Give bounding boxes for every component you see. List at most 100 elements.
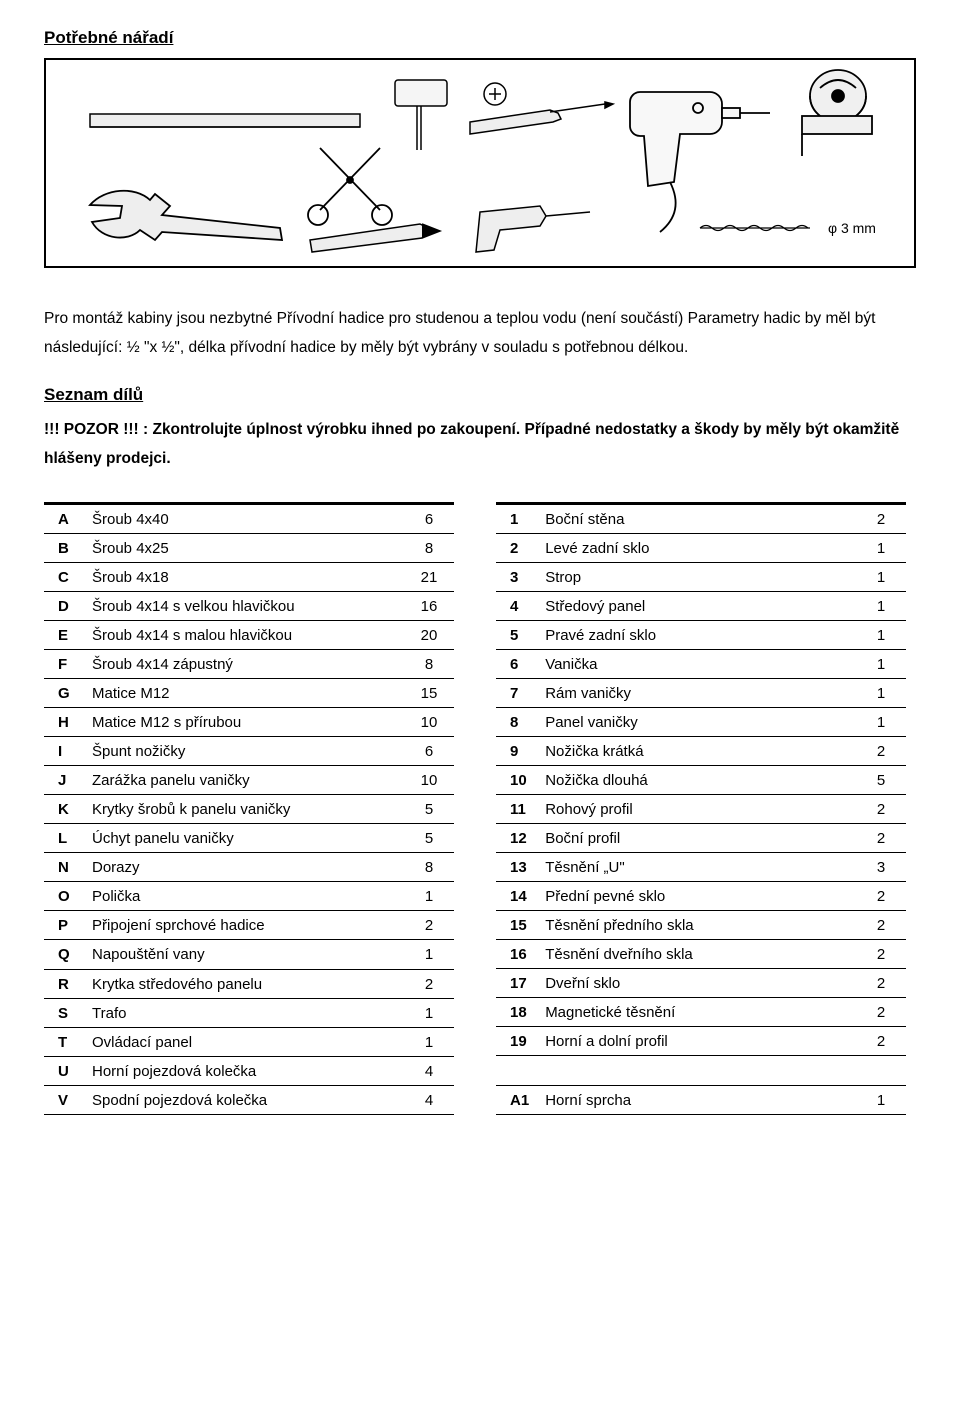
table-row: 19Horní a dolní profil2 <box>496 1026 906 1055</box>
parts-table-right: 1Boční stěna22Levé zadní sklo13Strop14St… <box>496 502 906 1115</box>
part-id: D <box>44 591 84 620</box>
part-qty: 5 <box>856 765 906 794</box>
part-name: Šroub 4x14 s velkou hlavičkou <box>84 591 404 620</box>
part-name: Matice M12 s přírubou <box>84 708 404 737</box>
table-row: RKrytka středového panelu2 <box>44 969 454 998</box>
parts-table-left: AŠroub 4x406BŠroub 4x258CŠroub 4x1821DŠr… <box>44 502 454 1115</box>
part-id: P <box>44 911 84 940</box>
part-qty: 2 <box>856 910 906 939</box>
part-qty: 1 <box>856 533 906 562</box>
part-qty: 2 <box>856 794 906 823</box>
table-row: FŠroub 4x14 zápustný8 <box>44 649 454 678</box>
table-row: KKrytky šrobů k panelu vaničky5 <box>44 795 454 824</box>
part-id: 13 <box>496 852 537 881</box>
part-id: Q <box>44 940 84 969</box>
part-name: Rohový profil <box>537 794 856 823</box>
part-id: 1 <box>496 503 537 533</box>
part-id: E <box>44 620 84 649</box>
part-qty: 1 <box>856 620 906 649</box>
part-qty: 1 <box>856 1085 906 1114</box>
part-name: Šroub 4x14 s malou hlavičkou <box>84 620 404 649</box>
table-row: 7Rám vaničky1 <box>496 678 906 707</box>
part-name: Napouštění vany <box>84 940 404 969</box>
part-qty: 2 <box>856 881 906 910</box>
part-id: A <box>44 503 84 533</box>
table-row: 4Středový panel1 <box>496 591 906 620</box>
table-row: BŠroub 4x258 <box>44 533 454 562</box>
part-name: Nožička dlouhá <box>537 765 856 794</box>
part-id: 12 <box>496 823 537 852</box>
part-qty: 2 <box>856 968 906 997</box>
table-row: 12Boční profil2 <box>496 823 906 852</box>
part-id: H <box>44 708 84 737</box>
part-qty: 1 <box>856 678 906 707</box>
table-row: 1Boční stěna2 <box>496 503 906 533</box>
part-qty: 6 <box>404 503 454 533</box>
table-row: 16Těsnění dveřního skla2 <box>496 939 906 968</box>
part-name: Polička <box>84 882 404 911</box>
part-name: Horní a dolní profil <box>537 1026 856 1055</box>
table-row: STrafo1 <box>44 998 454 1027</box>
part-qty: 2 <box>856 939 906 968</box>
part-qty: 1 <box>856 562 906 591</box>
part-qty: 1 <box>404 940 454 969</box>
parts-tables: AŠroub 4x406BŠroub 4x258CŠroub 4x1821DŠr… <box>44 502 916 1115</box>
tools-diagram: φ 3 mm <box>44 58 916 268</box>
part-qty: 2 <box>856 823 906 852</box>
part-id: 2 <box>496 533 537 562</box>
part-id: B <box>44 533 84 562</box>
part-id: R <box>44 969 84 998</box>
part-name: Těsnění předního skla <box>537 910 856 939</box>
part-name: Špunt nožičky <box>84 737 404 766</box>
part-name: Matice M12 <box>84 679 404 708</box>
table-row: UHorní pojezdová kolečka4 <box>44 1056 454 1085</box>
table-row: TOvládací panel1 <box>44 1027 454 1056</box>
part-id: 7 <box>496 678 537 707</box>
part-id: 8 <box>496 707 537 736</box>
part-name: Těsnění „U" <box>537 852 856 881</box>
part-name: Trafo <box>84 998 404 1027</box>
part-name: Levé zadní sklo <box>537 533 856 562</box>
part-name: Dveřní sklo <box>537 968 856 997</box>
table-row: 11Rohový profil2 <box>496 794 906 823</box>
part-qty: 6 <box>404 737 454 766</box>
part-qty: 4 <box>404 1085 454 1114</box>
part-qty: 2 <box>856 1026 906 1055</box>
table-row: 17Dveřní sklo2 <box>496 968 906 997</box>
table-row: OPolička1 <box>44 882 454 911</box>
part-name: Ovládací panel <box>84 1027 404 1056</box>
table-row: 10Nožička dlouhá5 <box>496 765 906 794</box>
part-qty: 21 <box>404 562 454 591</box>
part-qty: 2 <box>404 911 454 940</box>
part-id: 4 <box>496 591 537 620</box>
part-qty: 1 <box>856 591 906 620</box>
part-id: A1 <box>496 1085 537 1114</box>
part-qty: 5 <box>404 795 454 824</box>
part-qty: 1 <box>404 998 454 1027</box>
part-name: Dorazy <box>84 853 404 882</box>
part-name: Nožička krátká <box>537 736 856 765</box>
part-qty: 20 <box>404 620 454 649</box>
part-qty: 16 <box>404 591 454 620</box>
part-name: Šroub 4x25 <box>84 533 404 562</box>
part-qty: 1 <box>404 1027 454 1056</box>
part-name: Horní pojezdová kolečka <box>84 1056 404 1085</box>
part-name: Vanička <box>537 649 856 678</box>
part-id: K <box>44 795 84 824</box>
part-name: Šroub 4x14 zápustný <box>84 649 404 678</box>
part-name: Boční profil <box>537 823 856 852</box>
part-name: Úchyt panelu vaničky <box>84 824 404 853</box>
part-name: Šroub 4x40 <box>84 503 404 533</box>
part-id: O <box>44 882 84 911</box>
part-id: 16 <box>496 939 537 968</box>
part-id: F <box>44 649 84 678</box>
part-id: 5 <box>496 620 537 649</box>
part-qty: 1 <box>856 649 906 678</box>
part-qty: 4 <box>404 1056 454 1085</box>
part-id: 19 <box>496 1026 537 1055</box>
warning-text: !!! POZOR !!! : Zkontrolujte úplnost výr… <box>44 415 916 474</box>
part-qty: 5 <box>404 824 454 853</box>
part-qty: 10 <box>404 708 454 737</box>
part-id: S <box>44 998 84 1027</box>
table-row: 14Přední pevné sklo2 <box>496 881 906 910</box>
